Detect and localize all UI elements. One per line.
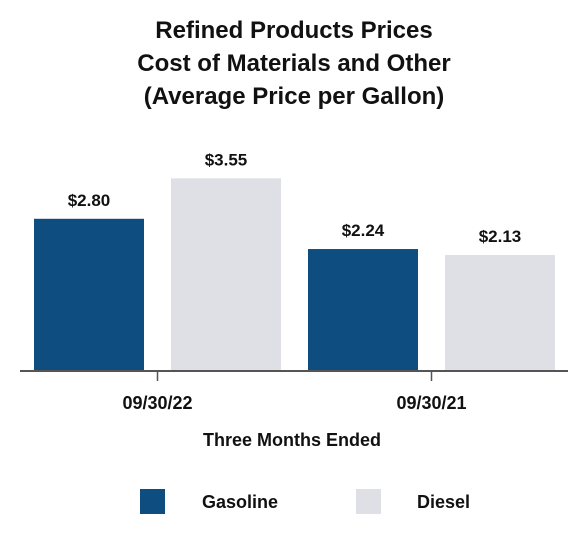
legend-swatch-gasoline (140, 489, 165, 514)
data-label-diesel-0: $3.55 (205, 150, 248, 169)
chart-title-line-2: Cost of Materials and Other (137, 50, 451, 77)
data-label-gasoline-1: $2.24 (342, 221, 385, 240)
legend-label-gasoline: Gasoline (202, 492, 278, 512)
x-ticks-layer: 09/30/22 09/30/21 (122, 371, 467, 413)
x-tick-label-0: 09/30/22 (122, 393, 192, 413)
chart-title-line-3: (Average Price per Gallon) (143, 83, 445, 110)
legend-label-diesel: Diesel (417, 492, 470, 512)
bar-gasoline-1 (308, 249, 418, 370)
chart-title: Refined Products Prices Cost of Material… (0, 14, 588, 113)
data-labels-layer: $2.80 $3.55 $2.24 $2.13 (68, 150, 522, 246)
x-tick-label-1: 09/30/21 (396, 393, 466, 413)
bars-layer (34, 178, 555, 370)
bar-diesel-0 (171, 178, 281, 370)
chart-title-line-1: Refined Products Prices (155, 17, 433, 44)
legend: Gasoline Diesel (140, 489, 470, 514)
data-label-diesel-1: $2.13 (479, 227, 522, 246)
data-label-gasoline-0: $2.80 (68, 191, 111, 210)
x-axis-title: Three Months Ended (203, 430, 381, 450)
bar-diesel-1 (445, 254, 555, 370)
legend-swatch-diesel (356, 489, 381, 514)
bar-gasoline-0 (34, 218, 144, 370)
